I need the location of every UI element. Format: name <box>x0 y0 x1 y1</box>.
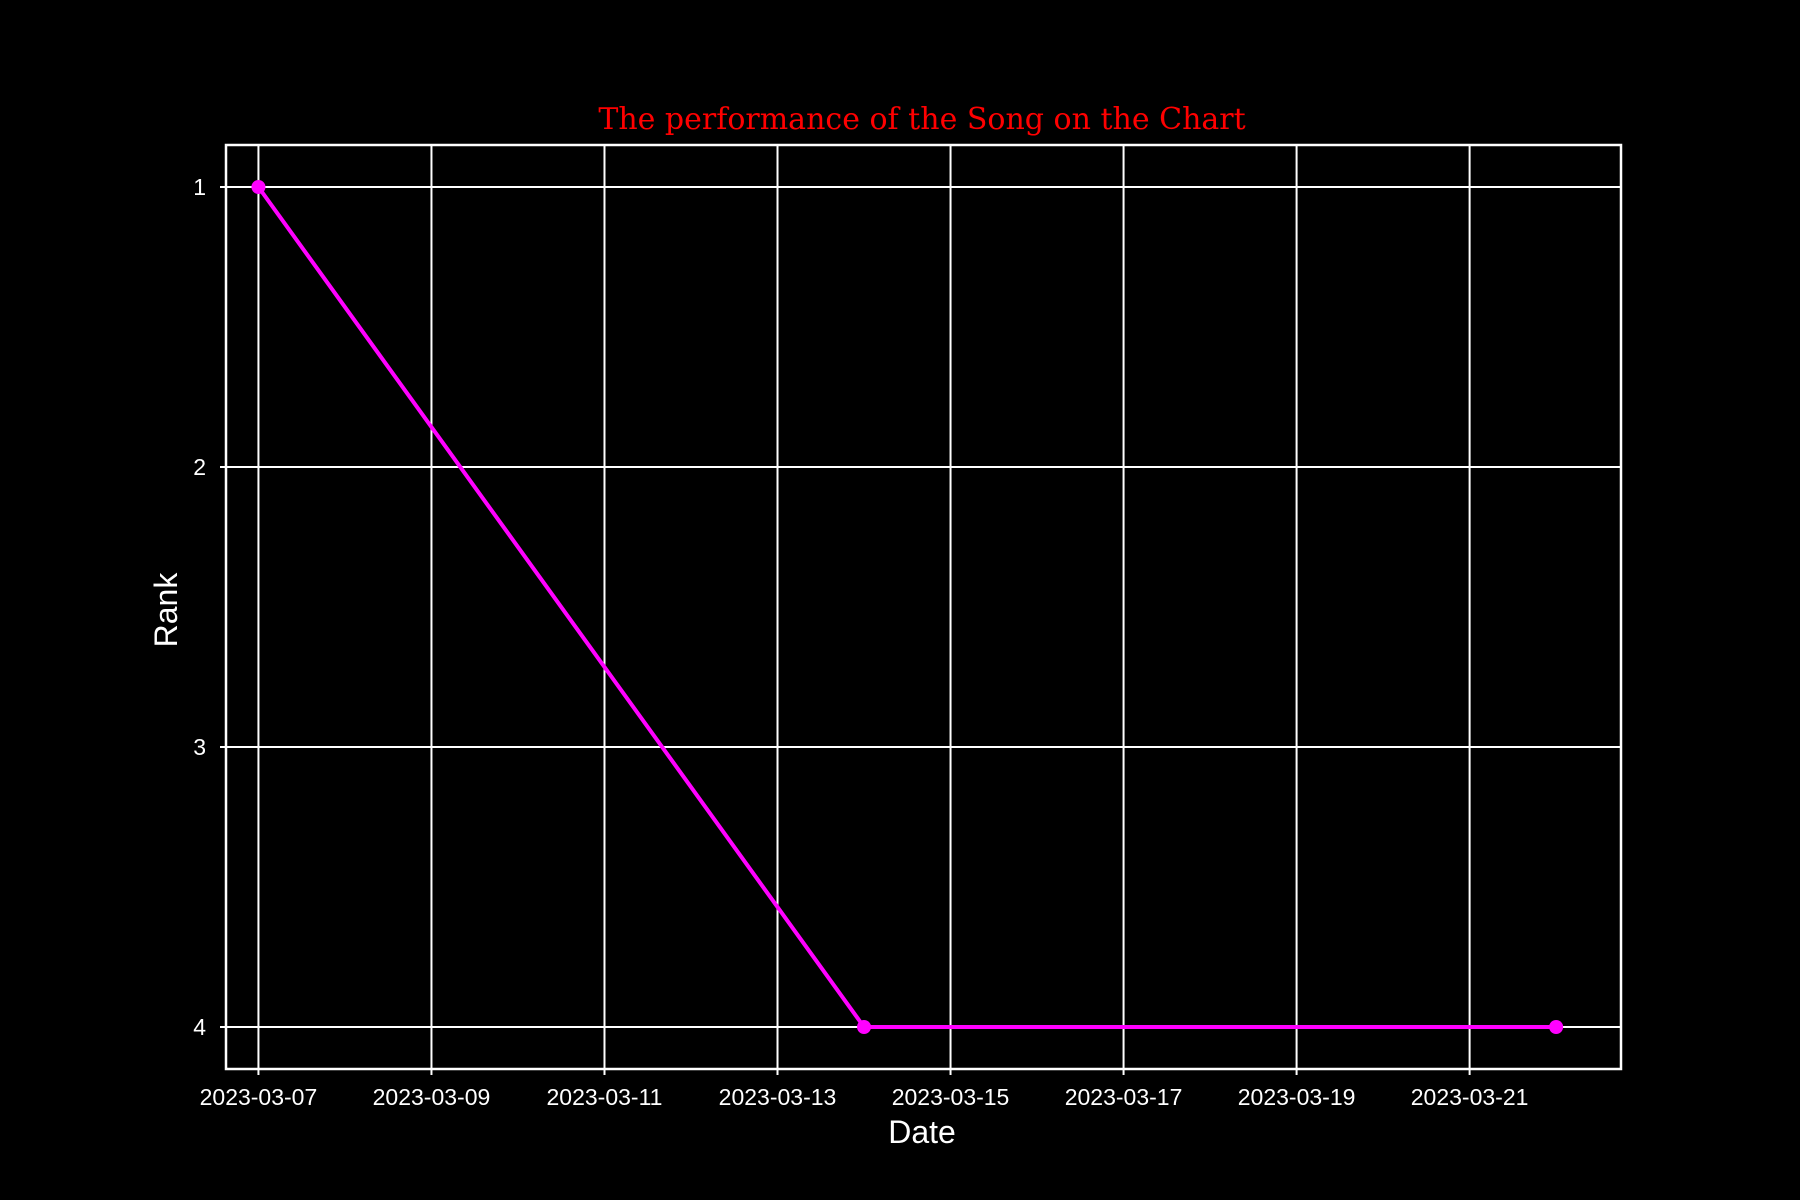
x-tick-label: 2023-03-11 <box>547 1084 663 1110</box>
series-layer <box>251 180 1564 1034</box>
x-tick-label: 2023-03-13 <box>719 1084 837 1110</box>
grid <box>226 145 1621 1069</box>
x-tick-label: 2023-03-17 <box>1065 1084 1183 1110</box>
x-tick-label: 2023-03-07 <box>200 1084 318 1110</box>
y-tick-label: 2 <box>193 454 206 480</box>
y-axis-label: Rank <box>148 572 184 648</box>
y-axis-ticks: 1 2 3 4 <box>193 174 226 1040</box>
x-axis-ticks: 2023-03-07 2023-03-09 2023-03-11 2023-03-13… <box>200 1069 1529 1110</box>
data-point <box>1549 1020 1564 1034</box>
x-tick-label: 2023-03-21 <box>1411 1084 1529 1110</box>
x-tick-label: 2023-03-19 <box>1238 1084 1356 1110</box>
chart-title: The performance of the Song on the Chart <box>598 102 1245 137</box>
data-point <box>857 1020 872 1034</box>
x-tick-label: 2023-03-15 <box>892 1084 1010 1110</box>
y-tick-label: 3 <box>193 734 206 760</box>
x-tick-label: 2023-03-09 <box>373 1084 491 1110</box>
data-point <box>251 180 266 194</box>
plot-frame <box>224 143 1623 1071</box>
x-axis-label: Date <box>888 1114 956 1150</box>
y-tick-label: 4 <box>193 1014 206 1040</box>
y-tick-label: 1 <box>193 174 206 200</box>
